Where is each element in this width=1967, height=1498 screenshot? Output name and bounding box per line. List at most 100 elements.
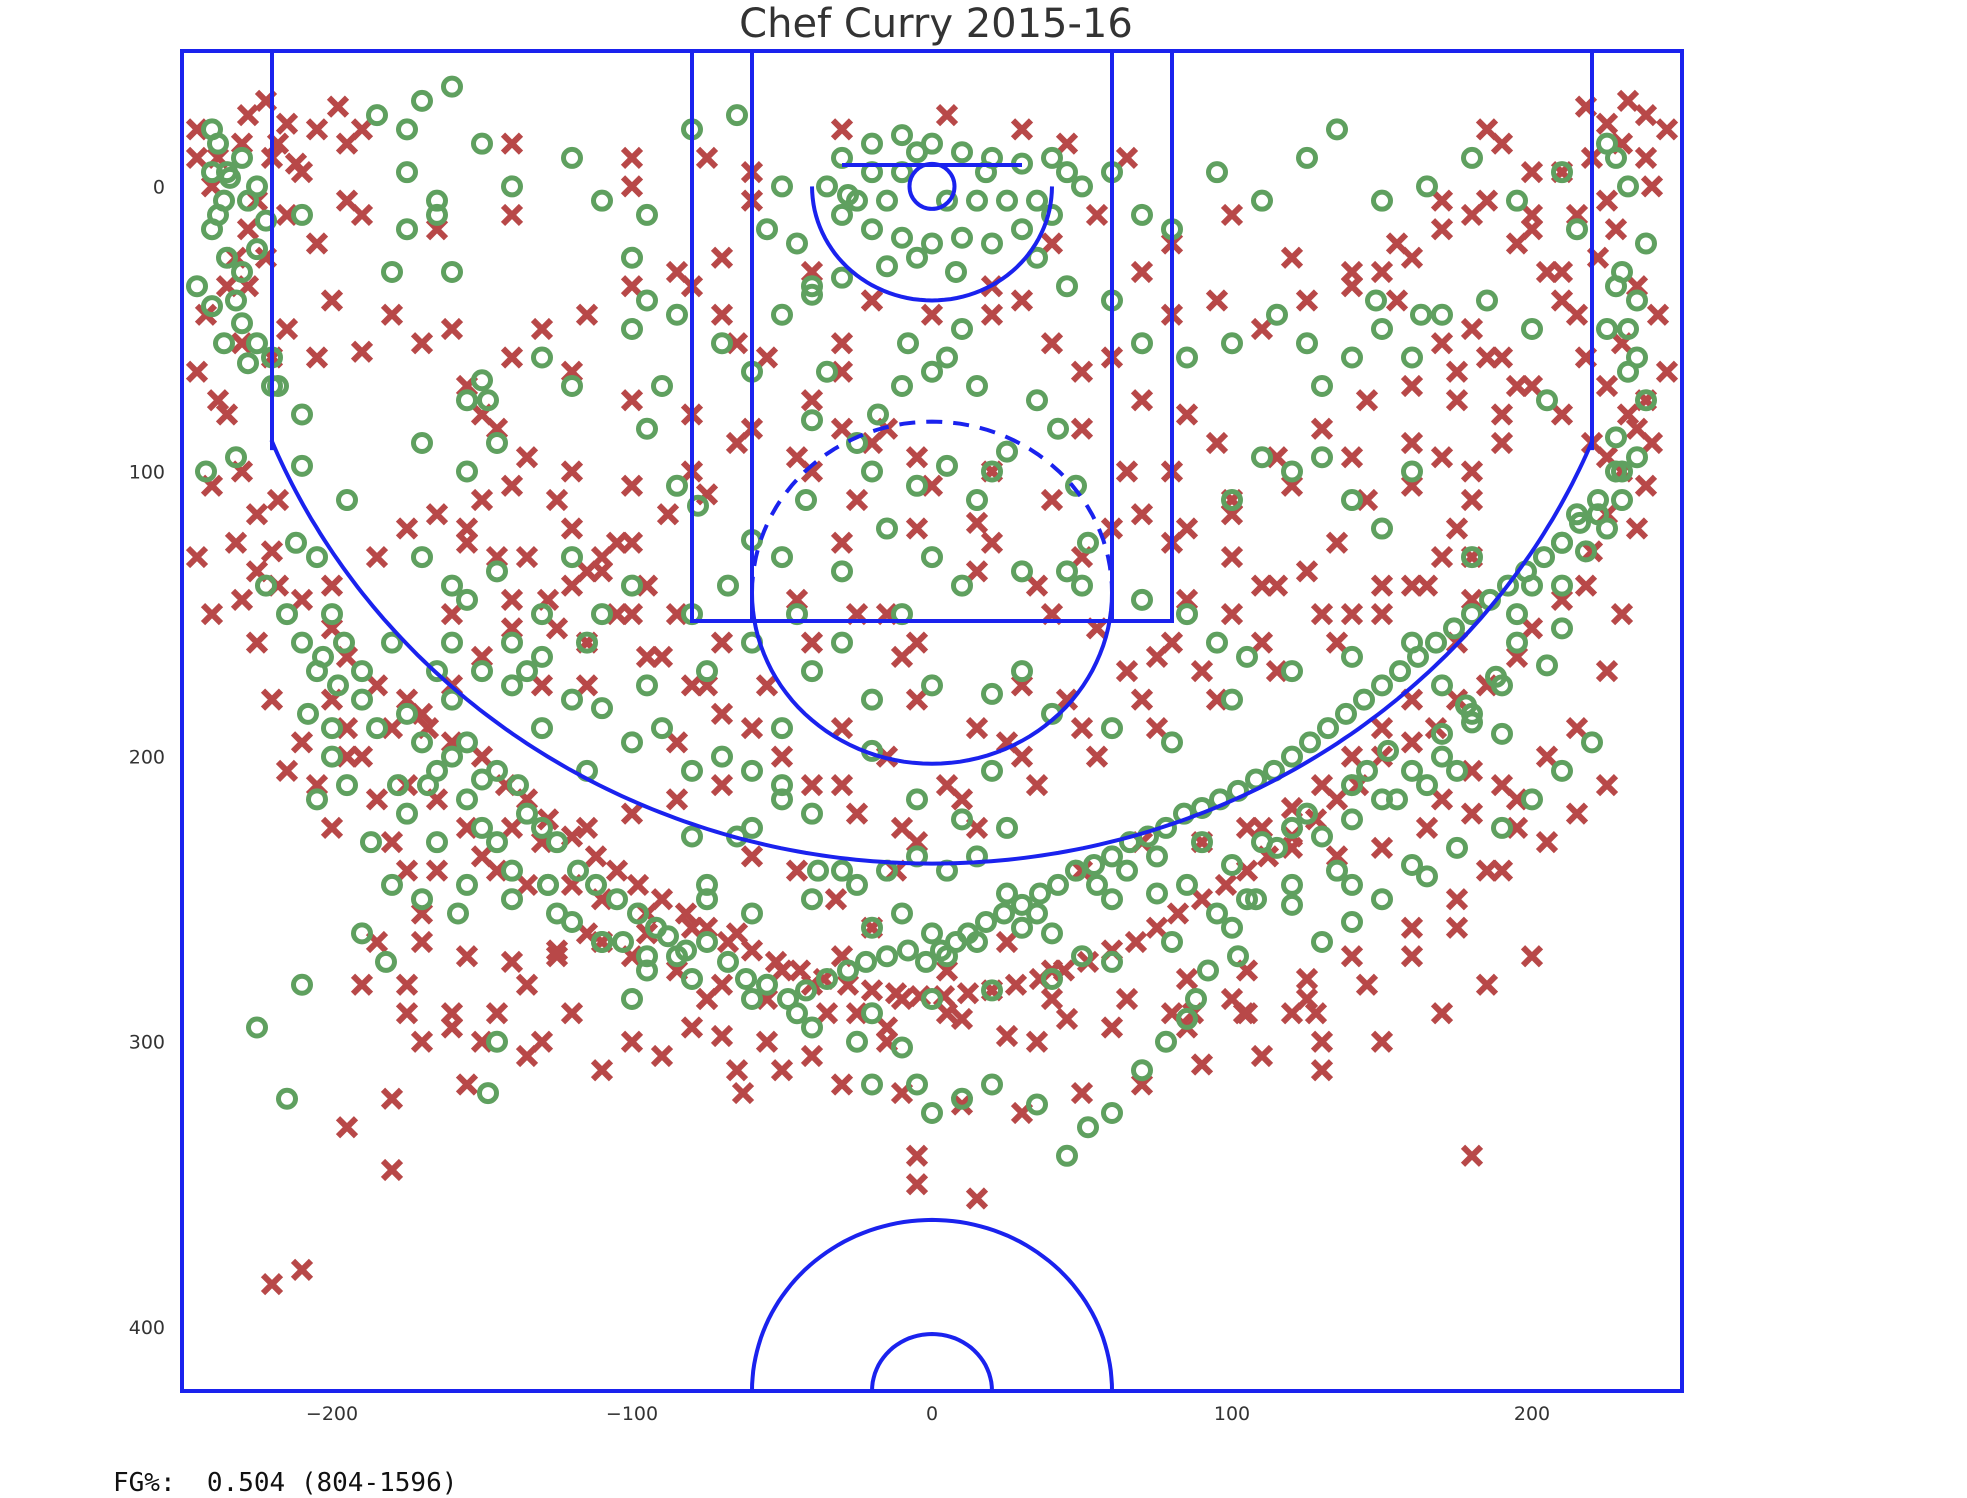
missed-shot-marker — [545, 939, 569, 962]
missed-shot-marker — [1370, 1030, 1394, 1053]
made-shot-marker — [1116, 859, 1138, 882]
made-shot-marker — [897, 332, 919, 355]
made-shot-marker — [1281, 893, 1303, 916]
made-shot-marker — [1533, 546, 1555, 569]
made-shot-marker — [981, 1073, 1003, 1096]
made-shot-marker — [1176, 1007, 1198, 1030]
missed-shot-marker — [515, 545, 539, 569]
made-shot-marker — [1416, 175, 1438, 198]
made-shot-marker — [297, 702, 319, 725]
missed-shot-marker — [1295, 560, 1319, 583]
made-shot-marker — [951, 226, 973, 249]
made-shot-marker — [537, 873, 559, 896]
made-shot-marker — [1617, 175, 1639, 198]
missed-shot-marker — [1535, 260, 1559, 284]
missed-shot-marker — [695, 146, 719, 170]
missed-shot-marker — [620, 275, 644, 298]
made-shot-marker — [531, 717, 553, 740]
made-shot-marker — [816, 968, 838, 991]
missed-shot-marker — [455, 531, 479, 554]
missed-shot-marker — [584, 845, 608, 868]
missed-shot-marker — [560, 1002, 584, 1025]
made-shot-marker — [1176, 873, 1198, 896]
made-shot-marker — [456, 731, 478, 754]
made-shot-marker — [1365, 289, 1387, 312]
x-tick-label: −100 — [606, 1403, 658, 1425]
missed-shot-marker — [236, 104, 260, 127]
made-shot-marker — [1221, 332, 1243, 355]
missed-shot-marker — [1430, 788, 1454, 811]
missed-shot-marker — [710, 631, 734, 654]
made-shot-marker — [945, 260, 967, 283]
made-shot-marker — [1416, 774, 1438, 797]
made-shot-marker — [807, 859, 829, 882]
missed-shot-marker — [1460, 203, 1484, 227]
missed-shot-marker — [1595, 189, 1619, 212]
missed-shot-marker — [545, 617, 569, 640]
missed-shot-marker — [1370, 602, 1394, 626]
missed-shot-marker — [395, 1002, 419, 1025]
missed-shot-marker — [320, 816, 344, 840]
missed-shot-marker — [260, 1272, 284, 1296]
missed-shot-marker — [1430, 545, 1454, 569]
missed-shot-marker — [1055, 688, 1079, 711]
made-shot-marker — [195, 460, 217, 483]
made-shot-marker — [1446, 759, 1468, 782]
made-shot-marker — [1455, 694, 1477, 717]
missed-shot-marker — [680, 1016, 704, 1039]
missed-shot-marker — [965, 717, 989, 740]
missed-shot-marker — [1295, 289, 1319, 312]
made-shot-marker — [951, 574, 973, 597]
made-shot-marker — [276, 1087, 298, 1110]
missed-shot-marker — [1100, 1016, 1124, 1039]
made-shot-marker — [477, 389, 499, 412]
missed-shot-marker — [440, 1016, 464, 1039]
made-shot-marker — [426, 831, 448, 854]
made-shot-marker — [381, 873, 403, 896]
made-shot-marker — [1131, 1059, 1153, 1082]
made-shot-marker — [1281, 460, 1303, 483]
missed-shot-marker — [1004, 973, 1028, 996]
made-shot-marker — [1011, 916, 1033, 939]
made-shot-marker — [861, 218, 883, 241]
made-shot-marker — [687, 494, 709, 517]
missed-shot-marker — [1415, 816, 1439, 840]
made-shot-marker — [381, 260, 403, 283]
missed-shot-marker — [575, 303, 599, 326]
made-shot-marker — [621, 987, 643, 1010]
missed-shot-marker — [1025, 574, 1049, 597]
made-shot-marker — [921, 360, 943, 383]
made-shot-marker — [1131, 203, 1153, 226]
missed-shot-marker — [800, 1044, 824, 1068]
missed-shot-marker — [1160, 631, 1184, 654]
made-shot-marker — [837, 959, 859, 982]
missed-shot-marker — [770, 1059, 794, 1082]
made-shot-marker — [1026, 1093, 1048, 1116]
made-shot-marker — [1461, 546, 1483, 569]
missed-shot-marker — [860, 289, 884, 312]
missed-shot-marker — [230, 588, 254, 611]
made-shot-marker — [486, 759, 508, 782]
made-shot-marker — [1041, 146, 1063, 169]
missed-shot-marker — [674, 902, 698, 925]
made-shot-marker — [396, 702, 418, 725]
made-shot-marker — [246, 332, 268, 355]
made-shot-marker — [1587, 503, 1609, 526]
made-shot-marker — [546, 831, 568, 854]
made-shot-marker — [1626, 289, 1648, 312]
made-shot-marker — [561, 546, 583, 569]
missed-shot-marker — [1145, 717, 1169, 740]
made-shot-marker — [771, 303, 793, 326]
made-shot-marker — [351, 660, 373, 683]
missed-shot-marker — [935, 774, 959, 797]
made-shot-marker — [1029, 882, 1051, 905]
missed-shot-marker — [1595, 374, 1619, 398]
missed-shot-marker — [1055, 1007, 1079, 1031]
made-shot-marker — [201, 161, 223, 184]
made-shot-marker — [726, 104, 748, 127]
made-shot-marker — [291, 973, 313, 996]
made-shot-marker — [981, 759, 1003, 782]
missed-shot-marker — [1460, 488, 1484, 512]
made-shot-marker — [627, 902, 649, 925]
missed-shot-marker — [1430, 218, 1454, 241]
